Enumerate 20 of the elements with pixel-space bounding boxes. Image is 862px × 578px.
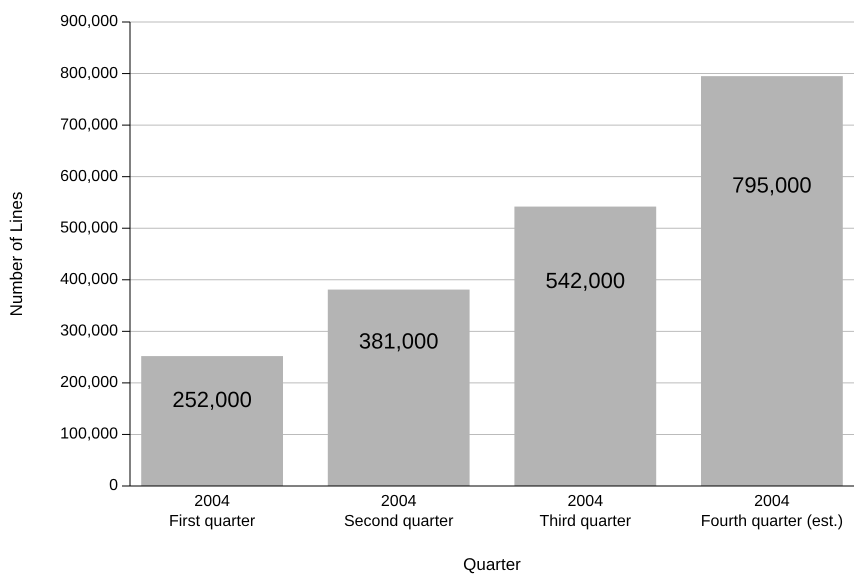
x-axis-title: Quarter <box>463 555 522 574</box>
y-tick-label: 400,000 <box>60 270 118 288</box>
data-label: 252,000 <box>172 386 252 412</box>
x-tick-label: 2004 Second quarter <box>344 493 454 530</box>
y-tick-label: 800,000 <box>60 64 118 82</box>
x-tick-label: 2004 Fourth quarter (est.) <box>700 493 844 530</box>
x-tick-label: 2004 Third quarter <box>540 493 632 530</box>
y-tick-label: 100,000 <box>60 426 118 443</box>
y-tick-label: 700,000 <box>60 116 118 134</box>
y-tick-label: 0 <box>109 477 118 494</box>
data-label: 542,000 <box>546 268 626 293</box>
y-axis-title: Number of Lines <box>7 192 26 316</box>
x-tick-label: 2004 First quarter <box>168 493 256 530</box>
data-label: 381,000 <box>358 328 438 354</box>
y-tick-label: 900,000 <box>60 13 118 30</box>
y-tick-label: 200,000 <box>60 374 118 392</box>
data-label: 795,000 <box>732 172 812 198</box>
y-tick-label: 500,000 <box>60 219 118 236</box>
y-tick-label: 600,000 <box>60 168 118 185</box>
y-tick-label: 300,000 <box>60 322 118 340</box>
